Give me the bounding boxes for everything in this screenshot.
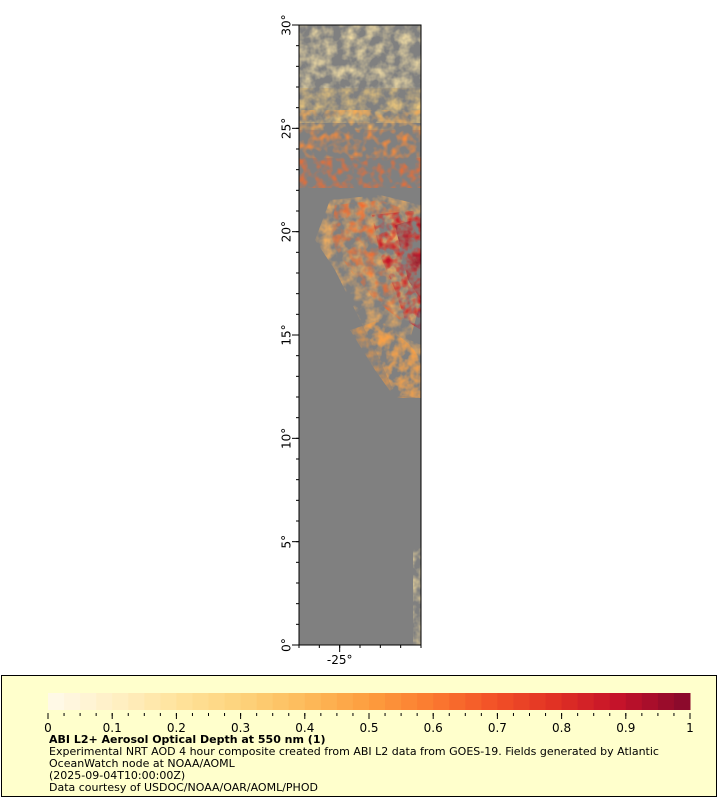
aod-field-plume (315, 195, 421, 398)
lat-tick-label: 20° (280, 221, 294, 242)
colorbar-swatch (385, 693, 402, 710)
colorbar-swatch (577, 693, 595, 710)
colorbar-swatch (529, 693, 547, 710)
colorbar-tick-label: 0.8 (552, 721, 571, 735)
colorbar-swatches (48, 693, 691, 710)
legend-description: Experimental NRT AOD 4 hour composite cr… (49, 745, 659, 770)
colorbar: 0 0.1 0.2 0.3 0.4 0.5 0.6 0.7 0.8 0.9 1 (44, 693, 694, 735)
colorbar-tick-label: 0.3 (231, 721, 250, 735)
lat-tick-label: 15° (280, 324, 294, 345)
colorbar-tick-label: 0.4 (295, 721, 314, 735)
colorbar-swatch (625, 693, 643, 710)
colorbar-tick-label: 0.1 (103, 721, 122, 735)
lon-tick-label: -25° (327, 653, 353, 667)
colorbar-swatch (256, 693, 274, 710)
colorbar-swatch (433, 693, 450, 710)
colorbar-swatch (449, 693, 466, 710)
legend-title: ABI L2+ Aerosol Optical Depth at 550 nm … (49, 733, 326, 746)
colorbar-swatch (144, 693, 161, 710)
colorbar-swatch (304, 693, 322, 710)
colorbar-swatch (481, 693, 498, 710)
colorbar-tick-label: 0.6 (424, 721, 443, 735)
colorbar-swatch (513, 693, 530, 710)
colorbar-swatch (465, 693, 482, 710)
colorbar-tick-label: 0.5 (359, 721, 378, 735)
legend-time: (2025-09-04T10:00:00Z) (49, 769, 186, 782)
lat-tick-label: 30° (280, 14, 294, 35)
colorbar-swatch (272, 693, 290, 710)
aod-field-band-25n (299, 110, 421, 188)
colorbar-tick-label: 0.2 (167, 721, 186, 735)
colorbar-swatch (369, 693, 386, 710)
colorbar-tick-label: 1 (686, 721, 694, 735)
colorbar-swatch (497, 693, 514, 710)
colorbar-swatch (657, 693, 675, 710)
colorbar-swatch (64, 693, 81, 710)
colorbar-swatch (96, 693, 113, 710)
colorbar-swatch (545, 693, 563, 710)
colorbar-swatch (641, 693, 659, 710)
legend-text: ABI L2+ Aerosol Optical Depth at 550 nm … (49, 734, 699, 794)
aod-field-south (413, 545, 421, 645)
aod-map: 30° 25° 20° 15° 10° 5° 0° -25° (280, 14, 422, 667)
colorbar-swatch (224, 693, 242, 710)
aod-field-north (299, 25, 421, 123)
map-plot-area (299, 25, 421, 645)
lat-tick-label: 5° (280, 535, 294, 549)
legend-credit: Data courtesy of USDOC/NOAA/OAR/AOML/PHO… (49, 781, 318, 794)
colorbar-swatch (352, 693, 370, 710)
colorbar-tick-label: 0.7 (488, 721, 507, 735)
longitude-axis: -25° (298, 645, 422, 667)
colorbar-tick-label: 0 (44, 721, 52, 735)
colorbar-ticks: 0 0.1 0.2 0.3 0.4 0.5 0.6 0.7 0.8 0.9 1 (44, 713, 694, 735)
colorbar-swatch (609, 693, 627, 710)
legend-panel: 0 0.1 0.2 0.3 0.4 0.5 0.6 0.7 0.8 0.9 1 ABI L2+ Ae… (1, 675, 717, 797)
colorbar-swatch (48, 693, 65, 710)
colorbar-swatch (593, 693, 611, 710)
lat-tick-label: 0° (280, 638, 294, 652)
colorbar-swatch (561, 693, 579, 710)
colorbar-swatch (240, 693, 258, 710)
colorbar-swatch (128, 693, 145, 710)
colorbar-swatch (208, 693, 226, 710)
lat-tick-label: 25° (280, 118, 294, 139)
colorbar-swatch (176, 693, 193, 710)
colorbar-swatch (336, 693, 354, 710)
colorbar-swatch (80, 693, 97, 710)
colorbar-swatch (417, 693, 434, 710)
colorbar-swatch (160, 693, 177, 710)
lat-tick-label: 10° (280, 428, 294, 449)
colorbar-swatch (320, 693, 338, 710)
colorbar-swatch (192, 693, 209, 710)
colorbar-tick-label: 0.9 (616, 721, 635, 735)
colorbar-swatch (112, 693, 129, 710)
colorbar-swatch (673, 693, 691, 710)
latitude-axis: 30° 25° 20° 15° 10° 5° 0° (280, 14, 299, 652)
colorbar-swatch (401, 693, 418, 710)
colorbar-swatch (288, 693, 306, 710)
